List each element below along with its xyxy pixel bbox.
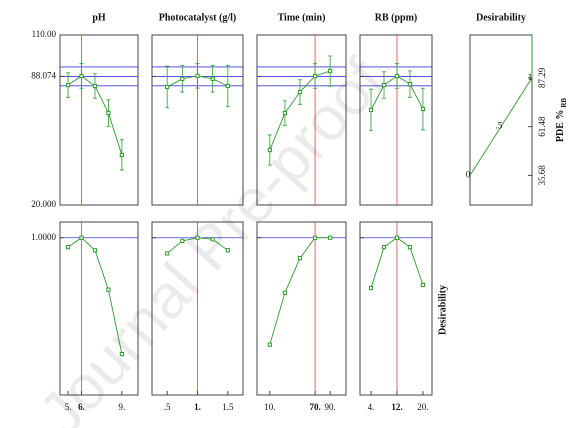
panel-frame <box>359 221 433 396</box>
y-tick-label: 61.48 <box>537 116 547 137</box>
response-point <box>407 82 413 87</box>
response-point <box>312 73 318 79</box>
x-tick-label: 9. <box>118 402 125 412</box>
y-tick-label: 20.000 <box>31 199 56 209</box>
panel-title: RB (ppm) <box>375 12 418 23</box>
y-axis-title: Desirability <box>437 285 448 335</box>
panel-frame <box>359 34 433 206</box>
response-point <box>368 107 374 113</box>
response-point <box>195 73 200 78</box>
desirability-point <box>165 251 170 256</box>
response-point <box>328 68 333 74</box>
x-tick-label: .5 <box>164 402 171 412</box>
desirability-point <box>225 248 230 253</box>
panel-title: Time (min) <box>278 12 326 23</box>
x-tick-label: 20. <box>417 402 428 412</box>
desirability-point <box>394 235 400 240</box>
x-tick-label: 1. <box>194 402 201 412</box>
desirability-point <box>79 235 84 240</box>
response-point <box>79 73 84 79</box>
response-point <box>210 76 215 81</box>
response-point <box>180 76 185 81</box>
x-tick-label: 90. <box>325 402 336 412</box>
x-tick-label: 10. <box>264 402 275 412</box>
desirability-point <box>210 237 215 242</box>
desirability-point <box>407 245 413 250</box>
point-label: .5 <box>496 121 503 131</box>
response-point <box>282 110 288 116</box>
y-axis-title-main: PDE % <box>555 110 566 143</box>
y-tick-label: 87.29 <box>537 67 547 88</box>
y-axis-title: PDE % RB <box>555 98 567 143</box>
desirability-point <box>119 352 124 357</box>
desirability-point <box>195 235 200 240</box>
desirability-function <box>469 35 533 176</box>
response-point <box>297 89 303 95</box>
y-tick-label: 1.0000 <box>31 232 56 242</box>
x-tick-label: 70. <box>309 402 320 412</box>
panel-frame <box>256 221 347 396</box>
panel-frame <box>256 34 347 206</box>
response-point <box>119 152 124 158</box>
desirability-line <box>269 237 331 345</box>
response-point <box>65 82 71 88</box>
response-point <box>381 82 387 88</box>
desirability-point <box>420 282 426 288</box>
desirability-point <box>282 290 288 295</box>
point-label: 0 <box>466 169 471 179</box>
desirability-point <box>368 285 374 291</box>
point-label: 1 <box>528 72 533 82</box>
panel-title: Photocatalyst (g/l) <box>159 12 237 23</box>
y-tick-label: 88.074 <box>31 70 56 80</box>
response-point <box>420 106 426 112</box>
x-tick-label: 4. <box>368 402 375 412</box>
panel-title: Desirability <box>476 12 526 23</box>
response-point <box>267 147 272 153</box>
x-tick-label: 6. <box>78 402 85 412</box>
desirability-point <box>92 248 98 253</box>
response-point <box>225 83 230 89</box>
panel-frame <box>469 34 533 206</box>
response-point <box>394 73 400 79</box>
panel-title: pH <box>92 12 106 23</box>
x-tick-label: 1.5 <box>222 402 234 412</box>
x-tick-label: 12. <box>391 402 402 412</box>
x-tick-label: 5. <box>65 402 72 412</box>
desirability-point <box>312 235 318 240</box>
desirability-point <box>381 245 387 250</box>
desirability-point <box>267 342 272 347</box>
desirability-point <box>328 235 333 240</box>
panel-frame <box>59 221 139 396</box>
y-axis-title-sub: RB <box>560 98 568 108</box>
desirability-point <box>180 238 185 243</box>
response-point <box>165 84 170 90</box>
panel-frame <box>59 34 139 206</box>
desirability-point <box>106 287 111 292</box>
desirability-point <box>65 245 71 250</box>
desirability-point <box>297 256 303 261</box>
response-point <box>92 83 98 89</box>
y-tick-label: 110.00 <box>32 29 57 39</box>
response-point <box>106 110 111 116</box>
y-tick-label: 35.68 <box>537 165 547 186</box>
